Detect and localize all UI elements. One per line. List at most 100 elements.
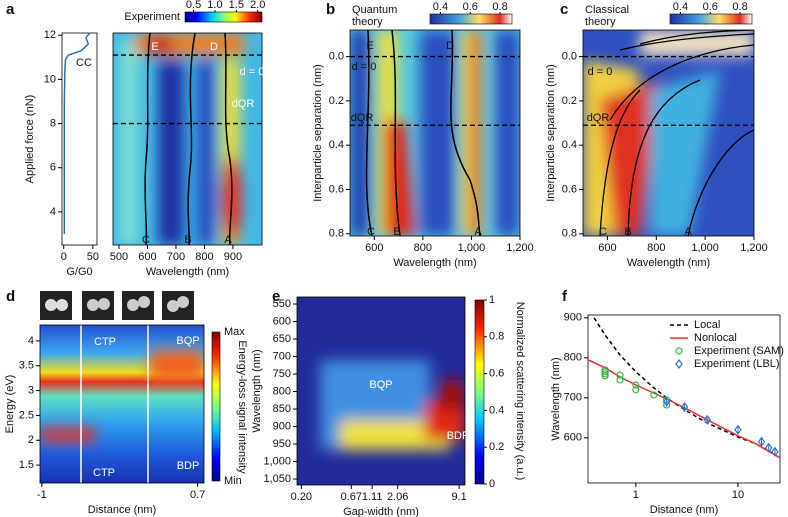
data-point — [771, 446, 779, 457]
y-tick-label: 0.2 — [562, 95, 577, 107]
legend-label: Nonlocal — [694, 332, 737, 344]
annotation: BQP — [176, 335, 199, 347]
annotation: C — [367, 226, 375, 238]
x-tick-label: 0.67 — [341, 491, 362, 503]
legend-label: Experiment (SAM) — [694, 345, 784, 357]
colorbar-label: Classical — [585, 4, 629, 16]
y-tick-label: 900 — [273, 420, 291, 432]
annotation: BDP — [447, 430, 470, 442]
x-tick-label: 1,000 — [691, 242, 719, 254]
colorbar-tick-label: 2.0 — [250, 0, 265, 11]
x-tick-label: 800 — [414, 242, 432, 254]
annotation: CTP — [94, 336, 116, 348]
y-tick-label: 1,050 — [263, 473, 291, 485]
x-tick-label: 700 — [167, 251, 185, 263]
x-tick-label: 0.7 — [190, 489, 205, 501]
colorbar-label: Experiment — [124, 11, 180, 23]
data-point — [601, 372, 609, 380]
curve — [619, 33, 754, 51]
particle — [177, 296, 189, 308]
x-axis-label: Distance (nm) — [650, 504, 718, 516]
y-tick-label: 0.2 — [329, 95, 344, 107]
y-tick-label: 650 — [273, 333, 291, 345]
annotation: B — [393, 226, 400, 238]
y-tick-label: 3 — [28, 384, 34, 396]
inset-images — [40, 291, 194, 320]
particle — [138, 296, 150, 308]
particle — [45, 299, 57, 311]
curve — [599, 89, 641, 236]
colorbar-tick-label: 0.6 — [463, 1, 478, 13]
x-tick-label: 0.20 — [291, 491, 312, 503]
plot-frame — [582, 29, 755, 237]
series-line — [63, 32, 91, 234]
blob — [385, 120, 415, 236]
y-tick-label: 10 — [44, 73, 56, 85]
blob — [40, 428, 95, 442]
data-point — [703, 414, 711, 425]
heatmap-blobs — [320, 360, 465, 450]
annotation: A — [224, 234, 232, 246]
data-point — [601, 370, 609, 378]
y-tick-label: 700 — [273, 350, 291, 362]
annotation: B — [184, 234, 191, 246]
annotation: D — [210, 41, 218, 53]
data-point — [764, 442, 773, 453]
curve — [391, 30, 401, 236]
y-tick-label: 850 — [273, 403, 291, 415]
x-tick-label: 1,200 — [740, 242, 768, 254]
plot-frame — [349, 29, 521, 237]
y-axis-label: Interparticle separation (nm) — [312, 64, 324, 202]
x-tick-label: 600 — [365, 242, 383, 254]
colorbar — [211, 331, 221, 482]
data-point — [680, 402, 689, 412]
plot-frame — [296, 296, 466, 486]
y-tick-label: 700 — [564, 392, 582, 404]
heatmap-b — [350, 30, 520, 236]
x-axis-label: Wavelength (nm) — [393, 257, 476, 269]
colorbar-tick-label: 1.0 — [207, 0, 222, 11]
y-tick-label: 950 — [273, 438, 291, 450]
y-tick-label: 6 — [50, 162, 56, 174]
colorbar-tick-label: 1 — [489, 294, 495, 306]
x-tick-label: -1 — [37, 489, 47, 501]
panel-label: f — [562, 288, 568, 305]
colorbar-tick-label: 0.6 — [489, 368, 504, 380]
y-tick-label: 8 — [50, 117, 56, 129]
blob — [495, 30, 520, 236]
blob — [650, 70, 720, 236]
colorbar-label: Energy-loss signal intensity — [236, 340, 248, 474]
annotation: E — [151, 41, 158, 53]
y-axis-label: Interparticle separation (nm) — [545, 64, 557, 202]
colorbar-tick-label: 0.4 — [673, 1, 688, 13]
x-tick-label: 800 — [195, 251, 213, 263]
blob — [150, 350, 204, 380]
legend-marker — [675, 347, 683, 355]
blob — [440, 380, 465, 410]
colorbar — [474, 299, 485, 485]
y-tick-label: 600 — [564, 432, 582, 444]
colorbar — [184, 11, 263, 23]
y-tick-label: 0.0 — [329, 50, 344, 62]
x-tick-label: 600 — [598, 242, 616, 254]
panel-label: c — [560, 1, 568, 18]
colorbar-label: theory — [585, 16, 616, 28]
data-point — [632, 386, 640, 394]
plot-frame — [61, 32, 98, 246]
colorbar-tick-label: 0.8 — [732, 1, 747, 13]
annotation: d = 0 — [352, 61, 377, 73]
legend-label: Experiment (LBL) — [694, 358, 780, 370]
colorbar-tick-label: 1.5 — [229, 0, 244, 11]
x-tick-label: 1,200 — [506, 242, 534, 254]
panel-label: b — [326, 1, 335, 18]
curve — [687, 129, 754, 236]
heatmap-blobs — [350, 30, 520, 236]
data-point — [632, 381, 640, 389]
colorbar — [669, 13, 753, 25]
panel-label: d — [6, 288, 15, 305]
y-tick-label: 0.4 — [562, 139, 577, 151]
x-axis-label: Distance (nm) — [88, 504, 156, 516]
annotation: CC — [76, 57, 92, 69]
legend-marker — [675, 359, 683, 369]
panel-label: e — [272, 288, 280, 305]
